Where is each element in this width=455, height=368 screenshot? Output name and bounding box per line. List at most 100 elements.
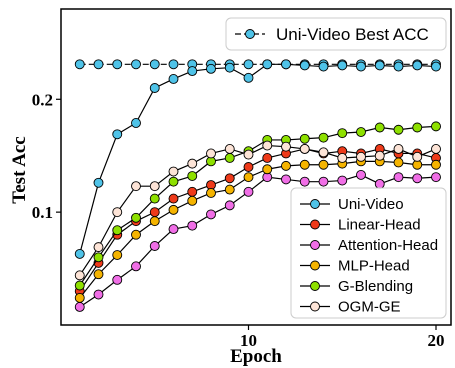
legend-top-box — [225, 17, 447, 51]
data-point — [224, 153, 235, 163]
data-point — [149, 241, 160, 251]
data-point — [168, 176, 179, 187]
legend-label: MLP-Head — [338, 258, 410, 275]
legend-label: G-Blending — [338, 278, 413, 295]
legend-marker — [310, 219, 320, 230]
data-point — [187, 195, 198, 206]
legend-entry-linear-head: Linear-Head — [300, 217, 421, 234]
data-point — [393, 124, 404, 135]
data-point — [374, 122, 385, 133]
data-point — [318, 176, 329, 187]
data-point — [393, 157, 404, 168]
data-point — [74, 248, 85, 259]
legend-marker — [310, 301, 320, 312]
y-tick-label: 0.1 — [32, 203, 53, 222]
data-point — [74, 301, 85, 312]
legend-top-marker — [245, 29, 255, 39]
data-point — [337, 175, 348, 186]
data-point — [243, 72, 254, 83]
data-point — [431, 61, 441, 72]
data-point — [112, 207, 123, 218]
data-point — [224, 62, 235, 73]
legend-top-label: Uni-Video Best ACC — [276, 25, 429, 44]
series-reference-uni-video-best-acc — [74, 59, 441, 70]
data-point — [299, 159, 310, 170]
data-point — [187, 171, 198, 181]
data-point — [131, 181, 141, 192]
data-point — [149, 216, 160, 227]
data-point — [393, 61, 404, 72]
data-point — [299, 133, 310, 144]
data-point — [299, 176, 310, 187]
data-point — [356, 127, 366, 137]
legend-marker — [310, 260, 320, 271]
legend-label: OGM-GE — [338, 299, 401, 316]
legend-label: Uni-Video — [338, 196, 404, 213]
data-point — [262, 164, 273, 175]
data-point — [281, 59, 291, 70]
data-point — [356, 61, 366, 72]
data-point — [112, 225, 123, 236]
data-point — [168, 166, 179, 177]
data-point — [224, 200, 235, 211]
data-point — [93, 242, 104, 253]
series-attention-head — [74, 169, 441, 312]
data-point — [431, 121, 441, 132]
data-point — [93, 252, 104, 263]
data-point — [149, 193, 160, 204]
data-point — [206, 63, 216, 74]
data-point — [243, 162, 254, 172]
data-point — [131, 212, 141, 223]
data-point — [374, 178, 385, 189]
data-point — [374, 60, 385, 71]
data-point — [206, 148, 216, 159]
legend-marker — [310, 281, 320, 291]
data-point — [318, 159, 329, 170]
data-point — [168, 193, 179, 204]
data-point — [281, 174, 291, 185]
data-point — [112, 129, 123, 140]
reference-point — [168, 59, 179, 70]
data-point — [262, 59, 273, 70]
data-point — [262, 153, 273, 163]
x-tick-label: 20 — [428, 331, 445, 350]
legend-entry-attention-head: Attention-Head — [300, 237, 438, 254]
y-tick-label: 0.2 — [32, 90, 53, 109]
legend-top: Uni-Video Best ACC — [225, 17, 447, 51]
series-layer — [74, 59, 441, 312]
legend-marker — [310, 199, 320, 209]
data-point — [299, 60, 310, 71]
data-point — [318, 147, 329, 158]
data-point — [149, 181, 160, 192]
data-point — [74, 280, 85, 291]
data-point — [431, 159, 441, 170]
data-point — [224, 173, 235, 184]
data-point — [93, 269, 104, 280]
data-point — [412, 173, 423, 184]
data-point — [187, 158, 198, 169]
reference-point — [93, 59, 104, 70]
legend-main: Uni-Video Linear-Head Attention-Head MLP-He… — [290, 187, 447, 319]
data-point — [281, 141, 291, 152]
data-point — [281, 160, 291, 171]
data-point — [356, 151, 366, 162]
series-mlp-head — [74, 156, 441, 303]
data-point — [131, 229, 141, 240]
data-point — [224, 143, 235, 154]
data-point — [337, 60, 348, 71]
series-ogm-ge — [74, 140, 441, 281]
y-axis-label: Test Acc — [9, 136, 30, 203]
legend-marker — [310, 240, 320, 250]
x-axis-label: Epoch — [230, 346, 282, 367]
data-point — [393, 172, 404, 183]
data-point — [187, 66, 198, 77]
data-point — [149, 207, 160, 218]
data-point — [74, 270, 85, 281]
legend-label: Attention-Head — [338, 237, 438, 254]
data-point — [412, 60, 423, 71]
data-point — [374, 150, 385, 161]
series-uni-video — [74, 59, 441, 259]
x-tick-label: 10 — [240, 331, 257, 350]
legend-entry-mlp-head: MLP-Head — [300, 258, 410, 275]
